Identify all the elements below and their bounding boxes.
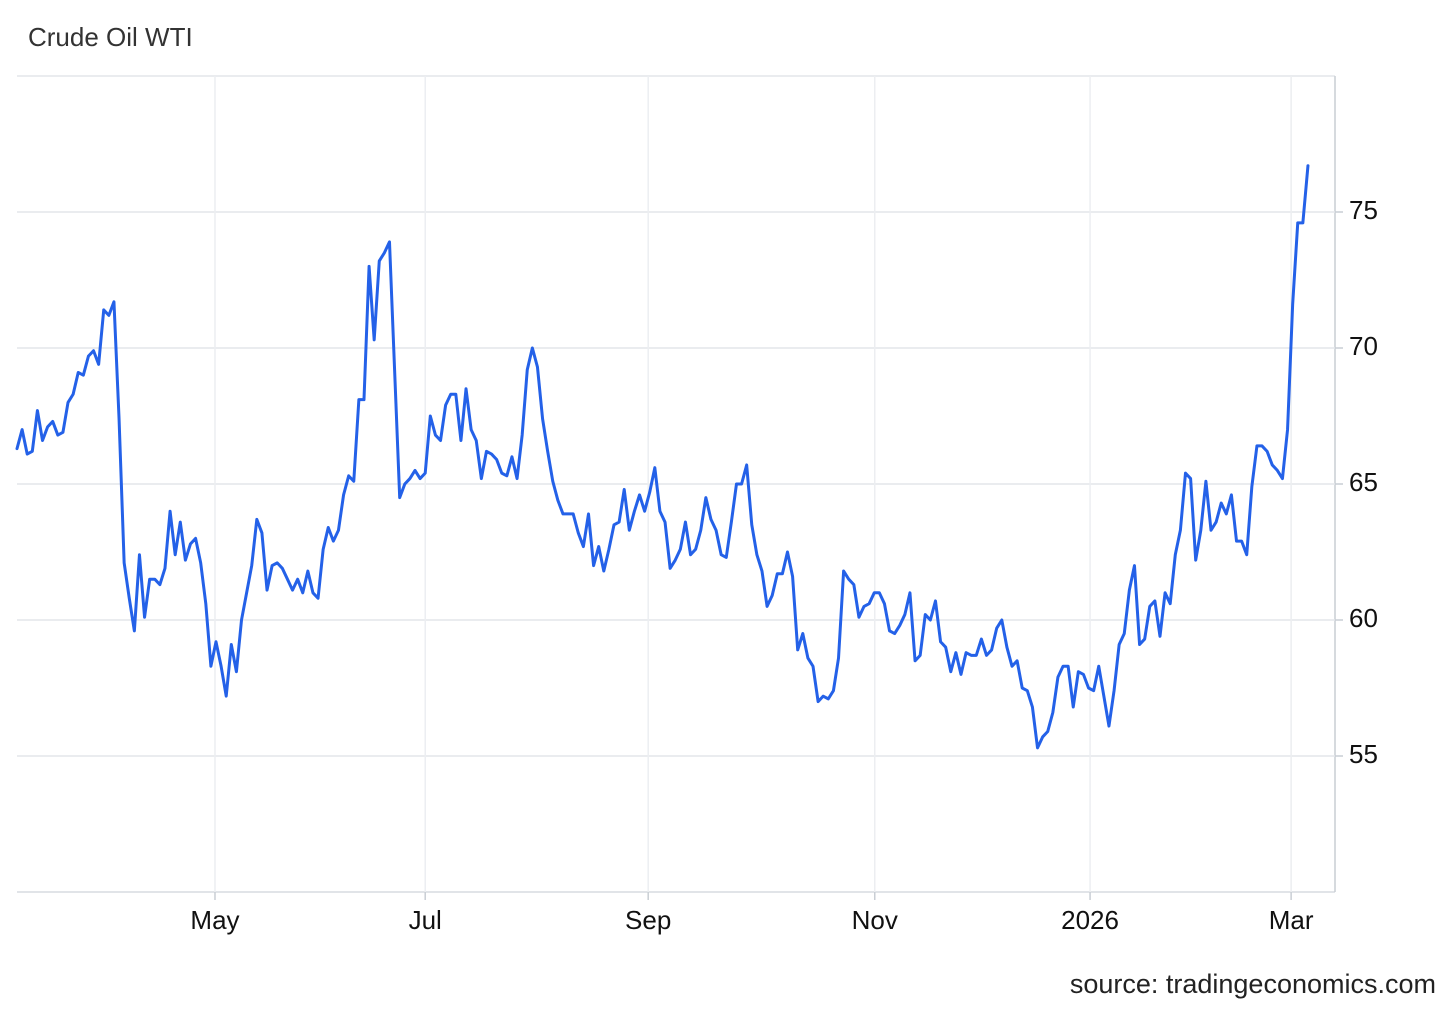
chart-title: Crude Oil WTI <box>28 22 193 52</box>
y-tick-label: 75 <box>1349 195 1378 225</box>
y-tick-label: 60 <box>1349 603 1378 633</box>
x-tick-label: Nov <box>852 905 898 935</box>
x-tick-label: Jul <box>409 905 442 935</box>
x-tick-label: Sep <box>625 905 671 935</box>
x-tick-label: 2026 <box>1061 905 1119 935</box>
price-line <box>15 164 1310 750</box>
x-tick-label: Mar <box>1269 905 1314 935</box>
y-tick-label: 70 <box>1349 331 1378 361</box>
y-tick-label: 55 <box>1349 739 1378 769</box>
source-note: source: tradingeconomics.com <box>1070 969 1436 999</box>
y-tick-label: 65 <box>1349 467 1378 497</box>
x-tick-label: May <box>190 905 239 935</box>
